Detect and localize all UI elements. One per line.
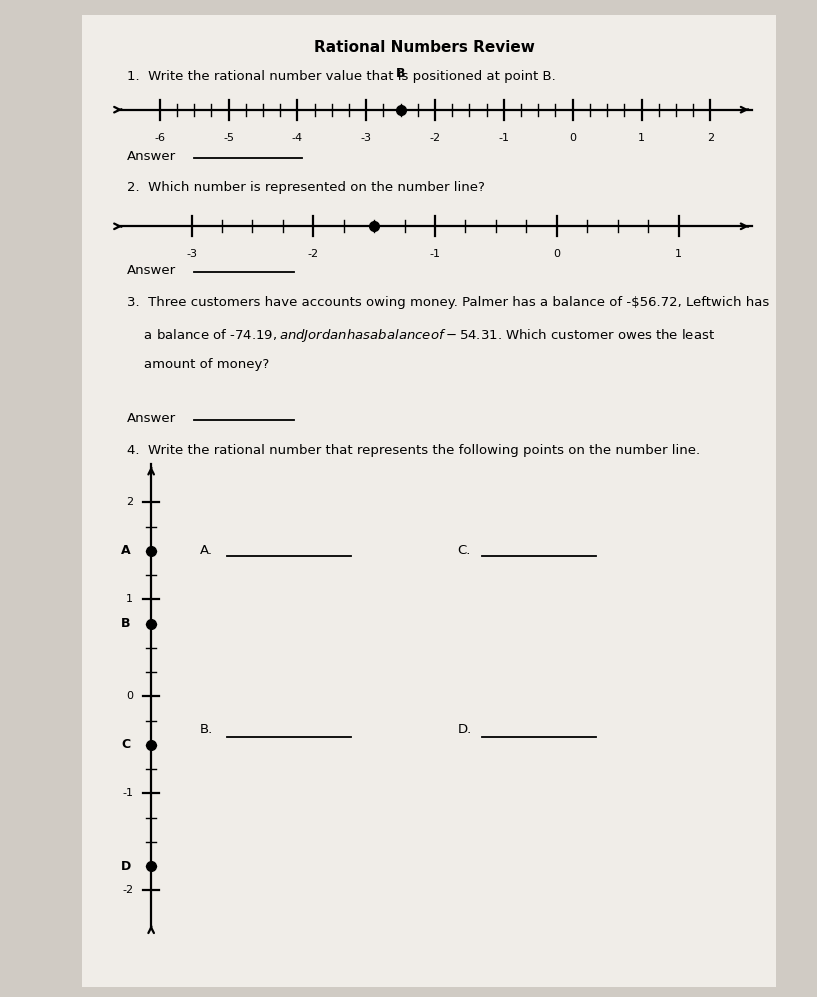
Text: 0: 0	[553, 249, 560, 259]
Text: Answer: Answer	[127, 264, 176, 277]
Text: -6: -6	[154, 133, 165, 143]
Text: Answer: Answer	[127, 150, 176, 163]
Text: a balance of -$74.19, and Jordan has a balance of -$54.31. Which customer owes t: a balance of -$74.19, and Jordan has a b…	[127, 327, 715, 344]
Text: -5: -5	[223, 133, 234, 143]
Text: -2: -2	[430, 133, 440, 143]
Text: -2: -2	[308, 249, 319, 259]
Text: -1: -1	[430, 249, 440, 259]
Text: 1: 1	[126, 594, 133, 604]
Text: -1: -1	[123, 789, 133, 799]
Text: 0: 0	[126, 691, 133, 702]
Text: A: A	[121, 544, 131, 557]
Text: -3: -3	[186, 249, 197, 259]
Text: Rational Numbers Review: Rational Numbers Review	[315, 40, 535, 55]
FancyBboxPatch shape	[82, 15, 776, 987]
Text: B: B	[396, 67, 405, 80]
Text: -2: -2	[122, 885, 133, 895]
Text: 4.  Write the rational number that represents the following points on the number: 4. Write the rational number that repres…	[127, 444, 699, 457]
Text: -4: -4	[292, 133, 303, 143]
Text: -1: -1	[498, 133, 509, 143]
Text: B: B	[121, 617, 131, 630]
Text: 2.  Which number is represented on the number line?: 2. Which number is represented on the nu…	[127, 181, 484, 194]
Text: C.: C.	[458, 544, 471, 557]
Text: 1: 1	[638, 133, 645, 143]
Text: A.: A.	[200, 544, 213, 557]
Text: 1.  Write the rational number value that is positioned at point B.: 1. Write the rational number value that …	[127, 70, 556, 83]
Text: 1: 1	[675, 249, 682, 259]
Text: C: C	[122, 739, 131, 752]
Text: 2: 2	[707, 133, 714, 143]
Text: 2: 2	[126, 498, 133, 507]
Text: B.: B.	[200, 724, 213, 737]
Text: D.: D.	[458, 724, 471, 737]
Text: D: D	[120, 859, 131, 872]
Text: 3.  Three customers have accounts owing money. Palmer has a balance of -$56.72, : 3. Three customers have accounts owing m…	[127, 296, 769, 309]
Text: -3: -3	[361, 133, 372, 143]
Text: Answer: Answer	[127, 412, 176, 425]
Text: amount of money?: amount of money?	[127, 358, 269, 371]
Text: 0: 0	[569, 133, 576, 143]
